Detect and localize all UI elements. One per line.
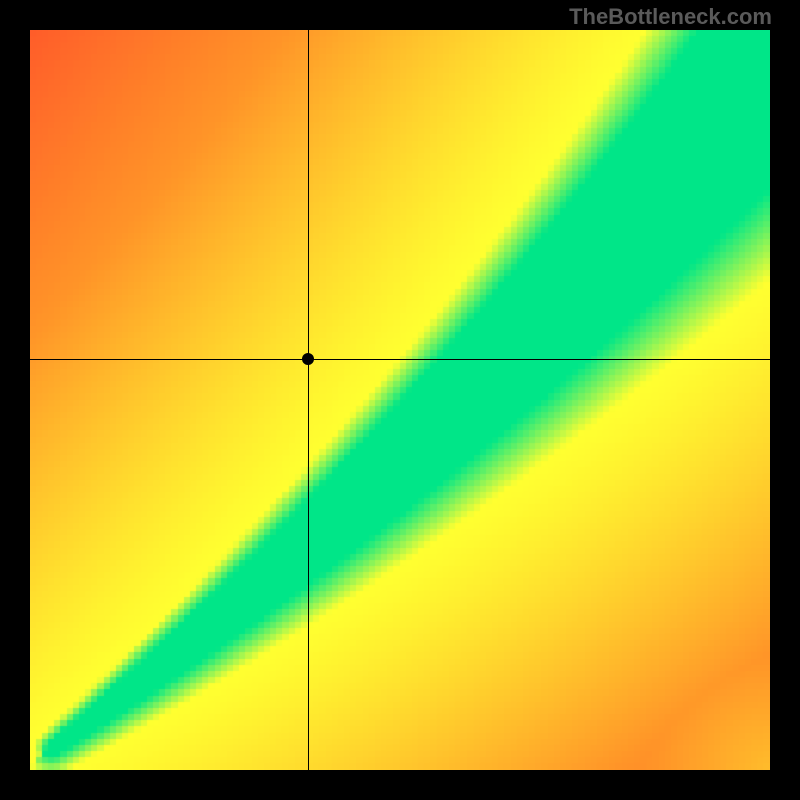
- watermark-text: TheBottleneck.com: [569, 4, 772, 30]
- marker-dot: [302, 353, 314, 365]
- crosshair-vertical: [308, 30, 309, 770]
- bottleneck-heatmap: [30, 30, 770, 770]
- chart-container: [30, 30, 770, 770]
- crosshair-horizontal: [30, 359, 770, 360]
